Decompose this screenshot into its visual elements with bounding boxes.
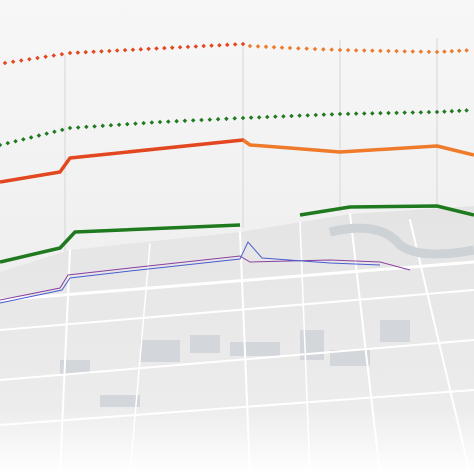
- track-point: [224, 116, 229, 122]
- track-point: [35, 55, 40, 61]
- track-point: [84, 124, 89, 130]
- track-point: [256, 115, 262, 120]
- track-point: [0, 142, 3, 148]
- track-point: [305, 113, 310, 118]
- track-point: [281, 114, 286, 119]
- track-point: [232, 116, 237, 121]
- track-point: [402, 110, 407, 115]
- track-point: [59, 51, 65, 57]
- track-point: [378, 48, 383, 54]
- track-point: [21, 137, 26, 142]
- track-point: [304, 46, 309, 51]
- track-point: [43, 54, 48, 60]
- track-point: [154, 46, 159, 51]
- track-point: [100, 123, 105, 129]
- river: [328, 223, 474, 259]
- track-point: [44, 131, 49, 136]
- track-point: [426, 109, 432, 115]
- track-point: [28, 135, 34, 140]
- track-point: [402, 49, 407, 54]
- track-point: [329, 47, 334, 52]
- track-point: [162, 45, 167, 51]
- track-point: [247, 43, 253, 49]
- track-point: [27, 56, 32, 62]
- track-point: [107, 48, 112, 54]
- track-point: [75, 50, 81, 55]
- track-point: [52, 129, 57, 135]
- track-point: [378, 110, 383, 116]
- track-point: [36, 133, 42, 138]
- track-point: [182, 118, 188, 124]
- track-point: [353, 48, 359, 53]
- track-line: [0, 223, 241, 264]
- track-point: [225, 42, 230, 48]
- track-point: [108, 123, 114, 128]
- track-point: [149, 120, 155, 125]
- track-point: [51, 53, 57, 58]
- track-point: [125, 121, 130, 127]
- track-line: [299, 204, 474, 217]
- track-point: [130, 47, 136, 52]
- wall-grid: [64, 38, 438, 262]
- track-point: [190, 118, 196, 123]
- track-point: [83, 49, 88, 55]
- track-point: [217, 42, 222, 48]
- track-point: [18, 58, 24, 63]
- track-point: [67, 50, 73, 56]
- track-point: [353, 111, 359, 116]
- track-point: [185, 44, 191, 50]
- map-roads: [0, 213, 474, 474]
- track-line: [241, 138, 474, 157]
- track-point: [114, 48, 120, 53]
- track-point: [329, 112, 335, 117]
- track-point: [193, 44, 199, 49]
- track-point: [248, 115, 254, 120]
- track-point: [449, 108, 455, 114]
- track-point: [59, 127, 65, 133]
- route: [0, 241, 411, 304]
- track-point: [138, 47, 144, 52]
- track-point: [426, 49, 432, 55]
- track-point: [449, 48, 455, 54]
- track-point: [240, 41, 246, 47]
- track-point: [122, 47, 128, 53]
- track-point: [99, 49, 104, 54]
